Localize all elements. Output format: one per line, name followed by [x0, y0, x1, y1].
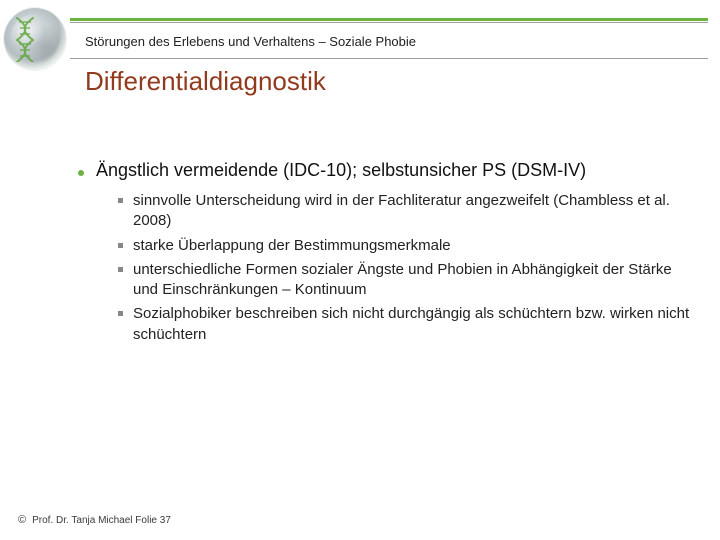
breadcrumb: Störungen des Erlebens und Verhaltens – … — [85, 34, 700, 49]
bullet-square-icon — [118, 267, 123, 272]
bullet-level2-text: starke Überlappung der Bestimmungsmerkma… — [133, 236, 451, 256]
header-rule-mid — [70, 22, 708, 23]
bullet-level2: sinnvolle Unterscheidung wird in der Fac… — [118, 191, 690, 232]
bullet-level1-text: Ängstlich vermeidende (IDC-10); selbstun… — [96, 160, 586, 181]
bullet-level2-list: sinnvolle Unterscheidung wird in der Fac… — [118, 191, 690, 345]
bullet-level2: starke Überlappung der Bestimmungsmerkma… — [118, 236, 690, 256]
header-rule-bottom — [70, 58, 708, 59]
copyright-icon: © — [18, 514, 26, 526]
header-rule-top — [70, 18, 708, 21]
bullet-level2-text: unterschiedliche Formen sozialer Ängste … — [133, 260, 690, 301]
footer: © Prof. Dr. Tanja Michael Folie 37 — [18, 514, 171, 526]
bullet-square-icon — [118, 311, 123, 316]
bullet-level2: unterschiedliche Formen sozialer Ängste … — [118, 260, 690, 301]
bullet-level2-text: Sozialphobiker beschreiben sich nicht du… — [133, 304, 690, 345]
bullet-square-icon — [118, 198, 123, 203]
bullet-square-icon — [118, 243, 123, 248]
bullet-dot-icon — [78, 170, 84, 176]
bullet-level2: Sozialphobiker beschreiben sich nicht du… — [118, 304, 690, 345]
page-title: Differentialdiagnostik — [85, 66, 326, 97]
footer-text: Prof. Dr. Tanja Michael Folie 37 — [32, 515, 171, 526]
slide: Störungen des Erlebens und Verhaltens – … — [0, 0, 720, 540]
bullet-level2-text: sinnvolle Unterscheidung wird in der Fac… — [133, 191, 690, 232]
bullet-level1: Ängstlich vermeidende (IDC-10); selbstun… — [78, 160, 690, 181]
dna-helix-icon — [14, 16, 36, 62]
brain-logo — [4, 8, 66, 70]
content-area: Ängstlich vermeidende (IDC-10); selbstun… — [78, 160, 690, 349]
